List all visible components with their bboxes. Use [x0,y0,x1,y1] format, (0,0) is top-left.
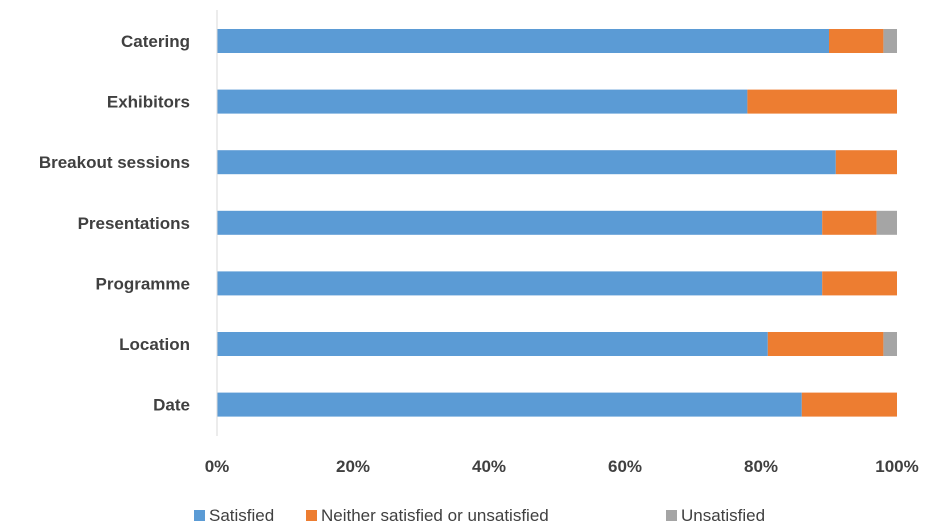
bar-date-satisfied [217,392,802,417]
bar-location-satisfied [217,332,768,356]
bar-breakout-sessions-satisfied [217,150,836,175]
category-label-breakout-sessions: Breakout sessions [39,153,190,172]
bar-presentations-satisfied [217,210,823,235]
legend-swatch-unsatisfied [666,510,677,521]
category-label-catering: Catering [121,32,190,51]
x-tick-label: 60% [608,457,642,476]
bar-presentations-neither-satisfied-or-unsatisfied [822,210,877,235]
legend-label-satisfied: Satisfied [209,506,274,525]
legend-swatch-neither-satisfied-or-unsatisfied [306,510,317,521]
bar-catering-unsatisfied [883,29,897,53]
legend-swatch-satisfied [194,510,205,521]
legend: Satisfied Neither satisfied or unsatisfie… [194,506,765,525]
category-label-exhibitors: Exhibitors [107,93,190,112]
x-tick-label: 80% [744,457,778,476]
category-label-location: Location [119,335,190,354]
bar-programme-neither-satisfied-or-unsatisfied [822,271,897,296]
x-tick-label: 100% [875,457,918,476]
bar-breakout-sessions-neither-satisfied-or-unsatisfied [835,150,897,175]
bar-presentations-unsatisfied [876,210,897,235]
x-tick-label: 20% [336,457,370,476]
bars-group [217,29,897,417]
bar-date-neither-satisfied-or-unsatisfied [801,392,897,417]
legend-label-unsatisfied: Unsatisfied [681,506,765,525]
x-tick-label: 0% [205,457,230,476]
x-tick-label: 40% [472,457,506,476]
category-labels: Catering Exhibitors Breakout sessions Prese… [39,32,190,415]
category-label-programme: Programme [96,274,190,293]
bar-catering-satisfied [217,29,829,53]
bar-exhibitors-neither-satisfied-or-unsatisfied [747,89,897,114]
category-label-date: Date [153,396,190,415]
bar-catering-neither-satisfied-or-unsatisfied [829,29,884,53]
x-axis-tick-labels: 0% 20% 40% 60% 80% 100% [205,457,919,476]
bar-programme-satisfied [217,271,823,296]
bar-location-neither-satisfied-or-unsatisfied [767,332,884,356]
legend-label-neither-satisfied-or-unsatisfied: Neither satisfied or unsatisfied [321,506,549,525]
bar-exhibitors-satisfied [217,89,748,114]
bar-location-unsatisfied [883,332,897,356]
category-label-presentations: Presentations [78,214,190,233]
